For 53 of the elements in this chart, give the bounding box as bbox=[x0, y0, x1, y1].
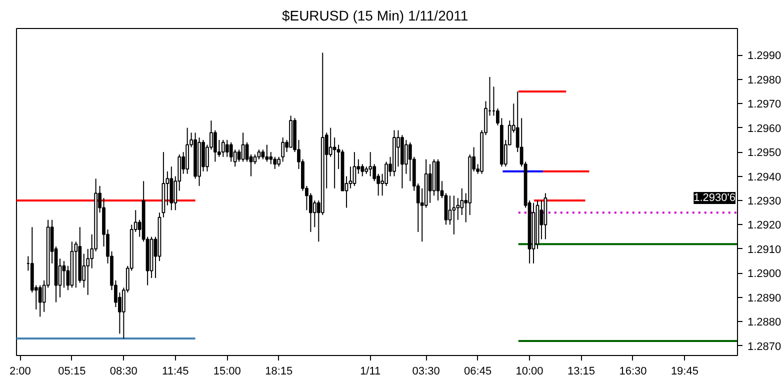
y-tick-label: 1.2910 bbox=[748, 244, 782, 256]
candlestick bbox=[245, 142, 249, 162]
x-tick-label: 19:45 bbox=[670, 366, 698, 378]
candlestick bbox=[261, 149, 265, 160]
x-tick-label: 06:45 bbox=[464, 366, 492, 378]
candlestick bbox=[265, 144, 269, 162]
candlestick bbox=[368, 152, 372, 177]
candlestick bbox=[352, 152, 356, 186]
candlestick bbox=[348, 166, 352, 189]
y-tick-label: 1.2890 bbox=[748, 292, 782, 304]
x-tick-label: 11:45 bbox=[162, 366, 189, 378]
candlestick bbox=[38, 284, 42, 318]
candlestick bbox=[332, 137, 336, 189]
candlestick bbox=[221, 139, 225, 158]
candlestick bbox=[269, 152, 273, 165]
candlestick bbox=[241, 132, 245, 162]
candlestick bbox=[229, 142, 233, 162]
y-tick-label: 1.2990 bbox=[748, 50, 782, 62]
y-tick-label: 1.2920 bbox=[748, 220, 782, 232]
x-tick-label: 10:00 bbox=[516, 366, 544, 378]
y-tick-label: 1.2870 bbox=[748, 340, 782, 353]
y-tick-label: 1.2960 bbox=[748, 122, 782, 135]
x-tick-label: 1/11 bbox=[360, 366, 381, 378]
candlestick bbox=[448, 195, 452, 226]
y-tick-label: 1.2980 bbox=[748, 74, 782, 86]
candlestick bbox=[452, 195, 456, 235]
x-tick-label: 16:30 bbox=[619, 366, 647, 378]
y-tick-label: 1.2930 bbox=[748, 195, 782, 208]
candlestick bbox=[281, 137, 285, 162]
candlestick bbox=[225, 139, 229, 158]
candlestick bbox=[257, 149, 261, 160]
x-tick-label: 2:00 bbox=[10, 366, 31, 378]
candlestick bbox=[428, 164, 432, 204]
candlestick bbox=[74, 241, 78, 288]
x-tick-label: 05:15 bbox=[58, 366, 86, 378]
y-tick-label: 1.2970 bbox=[748, 98, 782, 111]
x-tick-label: 13:15 bbox=[567, 366, 596, 378]
x-tick-label: 18:15 bbox=[265, 366, 293, 378]
y-tick-label: 1.2940 bbox=[748, 171, 782, 184]
candlestick bbox=[460, 188, 464, 216]
chart-title: $EURUSD (15 Min) 1/11/2011 bbox=[282, 8, 468, 24]
candlestick bbox=[86, 248, 90, 296]
x-tick-label: 03:30 bbox=[412, 366, 440, 378]
x-tick-label: 15:00 bbox=[213, 366, 241, 378]
annotation: 1.2930'6 bbox=[694, 192, 736, 204]
y-tick-label: 1.2900 bbox=[748, 268, 782, 280]
candlestick bbox=[277, 156, 281, 168]
candlestick bbox=[273, 156, 277, 170]
x-tick-label: 08:30 bbox=[110, 366, 138, 378]
candlestick bbox=[213, 130, 217, 162]
y-tick-label: 1.2950 bbox=[748, 147, 782, 160]
y-tick-label: 1.2880 bbox=[748, 316, 782, 329]
candlestick bbox=[360, 164, 364, 177]
